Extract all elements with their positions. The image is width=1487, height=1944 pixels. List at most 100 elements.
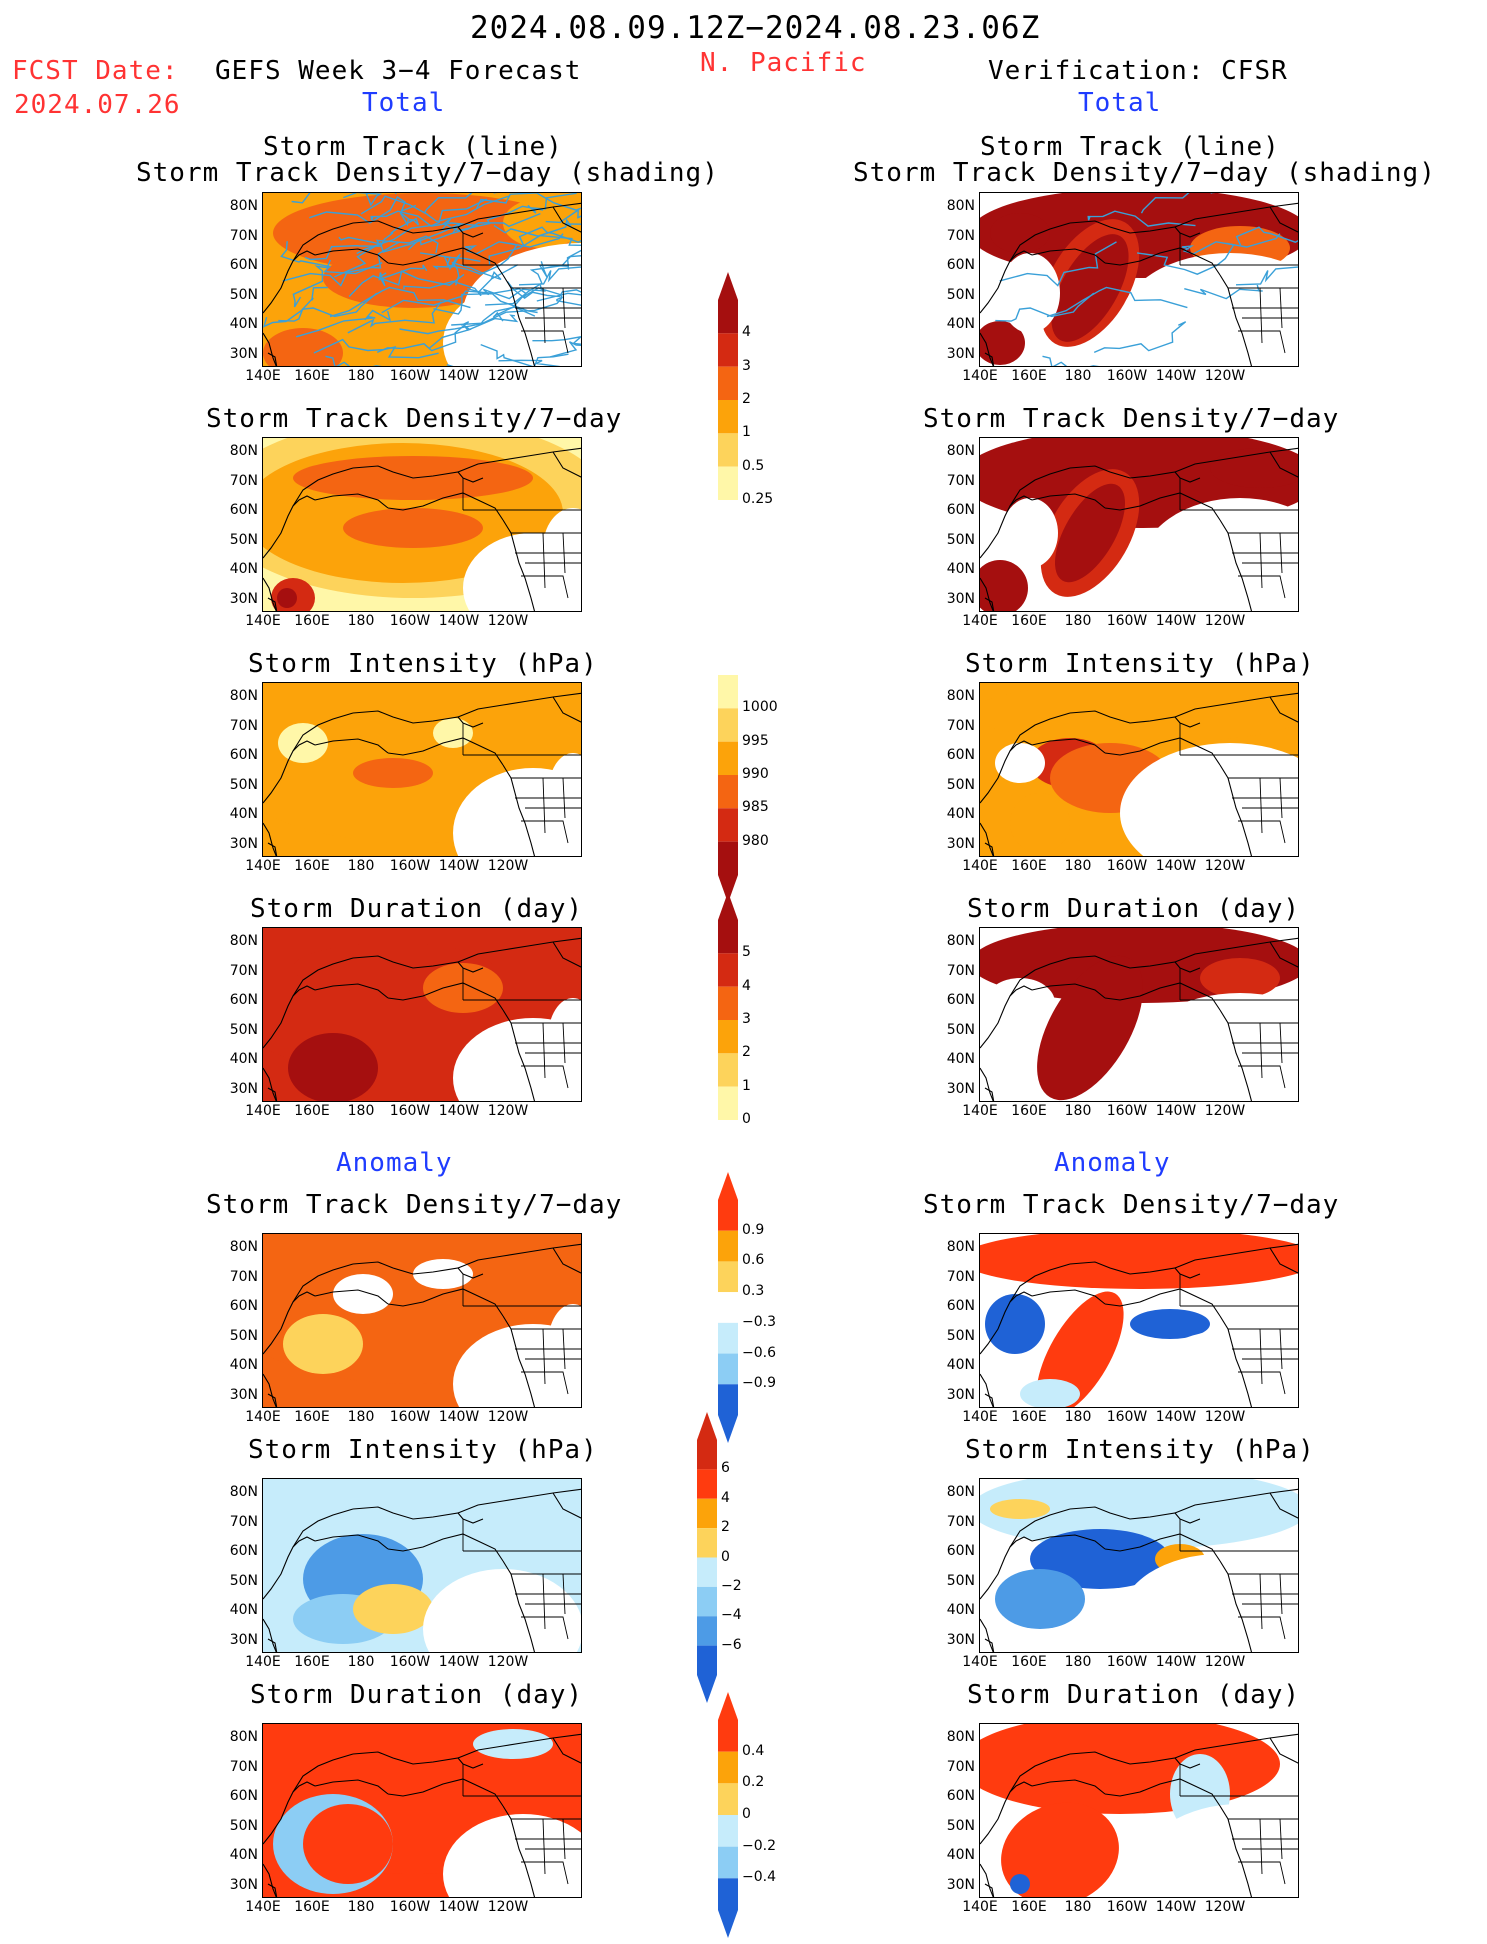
lon-tick-label: 120W xyxy=(487,368,529,384)
lat-tick-label: 30N xyxy=(946,1631,975,1648)
storm-track-line xyxy=(1235,226,1298,246)
lat-tick-label: 60N xyxy=(946,1788,975,1804)
boundary-line xyxy=(521,1371,569,1395)
shading-region xyxy=(980,560,1028,611)
colorbar-segment xyxy=(718,1846,738,1879)
lon-tick-label: 120W xyxy=(487,858,529,874)
colorbar-segment xyxy=(697,1469,717,1499)
shading-region xyxy=(1140,1329,1298,1407)
coastline xyxy=(314,738,389,754)
boundary-line xyxy=(1259,1022,1263,1079)
coastline xyxy=(980,1373,994,1407)
boundary-line xyxy=(542,1573,546,1630)
lon-tick-label: 180 xyxy=(1064,1899,1092,1915)
lat-tick-label: 50N xyxy=(229,286,258,303)
storm-track-line xyxy=(360,195,510,223)
colorbar-segment xyxy=(718,675,738,709)
lon-tick-label: 140E xyxy=(245,1409,281,1425)
lon-tick-label: 140W xyxy=(438,613,480,629)
lat-tick-label: 80N xyxy=(946,443,975,459)
coastline xyxy=(1269,1492,1298,1519)
coastline xyxy=(263,577,277,611)
storm-track-line xyxy=(1042,355,1100,366)
shading-region xyxy=(1030,1529,1170,1589)
storm-track-line xyxy=(995,292,1095,322)
coastline xyxy=(292,1263,354,1303)
coastline xyxy=(1179,1518,1201,1524)
lon-tick-label: 180 xyxy=(1064,1103,1092,1119)
lon-tick-label: 140W xyxy=(1155,1654,1197,1670)
coastline xyxy=(980,985,1033,1049)
shading-region xyxy=(1000,253,1060,333)
storm-track-line xyxy=(1140,193,1215,214)
coastline xyxy=(552,206,581,233)
storm-track-line xyxy=(381,288,527,314)
shading-region xyxy=(323,248,503,308)
coastline xyxy=(984,1087,995,1101)
storm-track-line xyxy=(545,208,581,224)
colorbar-label: 0.25 xyxy=(742,491,774,507)
lon-tick-label: 140E xyxy=(962,613,998,629)
coastline xyxy=(267,597,278,611)
coastline xyxy=(552,1492,581,1519)
lon-tick-label: 120W xyxy=(487,1103,529,1119)
colorbar-label: 0.3 xyxy=(742,1283,765,1300)
right-intensity-title: Storm Intensity (hPa) xyxy=(965,649,1315,679)
colorbar-segment xyxy=(697,1528,717,1558)
boundary-line xyxy=(542,532,546,589)
storm-track-line xyxy=(480,343,569,366)
lat-tick-label: 30N xyxy=(229,345,258,362)
shading-region xyxy=(353,1584,433,1634)
coastline xyxy=(1269,206,1298,233)
shading-region xyxy=(1140,498,1298,611)
lon-tick-label: 140W xyxy=(1155,858,1197,874)
lat-tick-label: 80N xyxy=(229,688,258,704)
lon-tick-label: 160E xyxy=(1011,613,1047,629)
shading-region xyxy=(995,743,1045,783)
coastline xyxy=(1174,1488,1298,1514)
right-density-anom-map xyxy=(979,1233,1299,1408)
coastline xyxy=(457,202,581,228)
storm-track-line xyxy=(309,195,417,224)
shading-region xyxy=(288,1033,378,1101)
boundary-line xyxy=(1259,532,1263,589)
storm-track-line xyxy=(304,232,394,261)
shading-region xyxy=(1010,793,1070,853)
lat-tick-label: 70N xyxy=(229,1758,258,1775)
coastline xyxy=(457,937,581,963)
boundary-line xyxy=(542,1818,546,1875)
storm-track-line xyxy=(428,314,519,350)
right-track-map-field xyxy=(980,193,1298,366)
shading-region xyxy=(503,198,581,248)
storm-track-line xyxy=(329,286,471,318)
shading-region xyxy=(548,998,581,1078)
shading-region xyxy=(277,588,297,608)
lat-tick-label: 70N xyxy=(946,1268,975,1285)
shading-region xyxy=(980,1479,1298,1549)
colorbar-segment xyxy=(718,333,738,367)
lat-tick-label: 70N xyxy=(946,962,975,979)
boundary-line xyxy=(1259,1328,1263,1385)
right-intensity-anom-map-field xyxy=(980,1479,1298,1652)
lat-tick-label: 40N xyxy=(946,1847,975,1863)
lat-tick-label: 50N xyxy=(946,1572,975,1589)
storm-track-line xyxy=(451,261,502,286)
right-duration-anom-map-field xyxy=(980,1724,1298,1897)
lon-tick-label: 140W xyxy=(438,1409,480,1425)
right-density-title: Storm Track Density/7−day xyxy=(923,404,1340,434)
colorbar-arrow xyxy=(718,1910,738,1938)
storm-track-line xyxy=(432,253,481,271)
intensity-anom-colorbar xyxy=(687,1410,727,1709)
lon-tick-label: 140W xyxy=(1155,1103,1197,1119)
right-intensity-anom-map xyxy=(979,1478,1299,1653)
lat-tick-label: 60N xyxy=(946,747,975,763)
lat-tick-label: 60N xyxy=(229,1543,258,1559)
storm-track-line xyxy=(999,241,1117,287)
right-intensity-map xyxy=(979,682,1299,857)
boundary-line xyxy=(1279,777,1283,819)
colorbar-segment xyxy=(718,1384,738,1415)
shading-region xyxy=(343,508,483,548)
lat-tick-label: 40N xyxy=(946,806,975,822)
coastline xyxy=(1179,1763,1201,1769)
lon-tick-label: 160W xyxy=(1106,368,1148,384)
